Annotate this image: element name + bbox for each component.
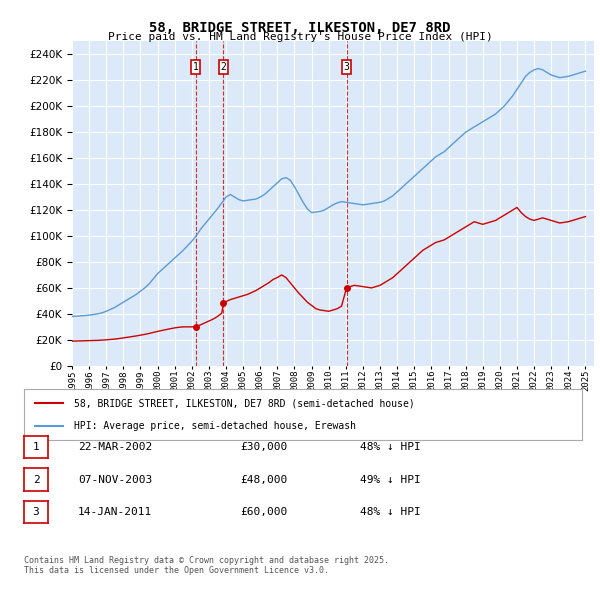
Text: 1: 1 bbox=[193, 63, 199, 72]
Text: 22-MAR-2002: 22-MAR-2002 bbox=[78, 442, 152, 452]
Text: 2: 2 bbox=[221, 63, 226, 72]
Text: 58, BRIDGE STREET, ILKESTON, DE7 8RD (semi-detached house): 58, BRIDGE STREET, ILKESTON, DE7 8RD (se… bbox=[74, 398, 415, 408]
Text: Contains HM Land Registry data © Crown copyright and database right 2025.
This d: Contains HM Land Registry data © Crown c… bbox=[24, 556, 389, 575]
Text: 3: 3 bbox=[32, 507, 40, 517]
Text: 2: 2 bbox=[32, 475, 40, 484]
Text: Price paid vs. HM Land Registry's House Price Index (HPI): Price paid vs. HM Land Registry's House … bbox=[107, 32, 493, 42]
Text: £60,000: £60,000 bbox=[240, 507, 287, 517]
Text: 49% ↓ HPI: 49% ↓ HPI bbox=[360, 475, 421, 484]
Text: £48,000: £48,000 bbox=[240, 475, 287, 484]
Text: 1: 1 bbox=[32, 442, 40, 452]
Text: 14-JAN-2011: 14-JAN-2011 bbox=[78, 507, 152, 517]
Text: 48% ↓ HPI: 48% ↓ HPI bbox=[360, 507, 421, 517]
Text: 58, BRIDGE STREET, ILKESTON, DE7 8RD: 58, BRIDGE STREET, ILKESTON, DE7 8RD bbox=[149, 21, 451, 35]
Text: HPI: Average price, semi-detached house, Erewash: HPI: Average price, semi-detached house,… bbox=[74, 421, 356, 431]
Text: 07-NOV-2003: 07-NOV-2003 bbox=[78, 475, 152, 484]
Text: 48% ↓ HPI: 48% ↓ HPI bbox=[360, 442, 421, 452]
Text: 3: 3 bbox=[344, 63, 349, 72]
Text: £30,000: £30,000 bbox=[240, 442, 287, 452]
